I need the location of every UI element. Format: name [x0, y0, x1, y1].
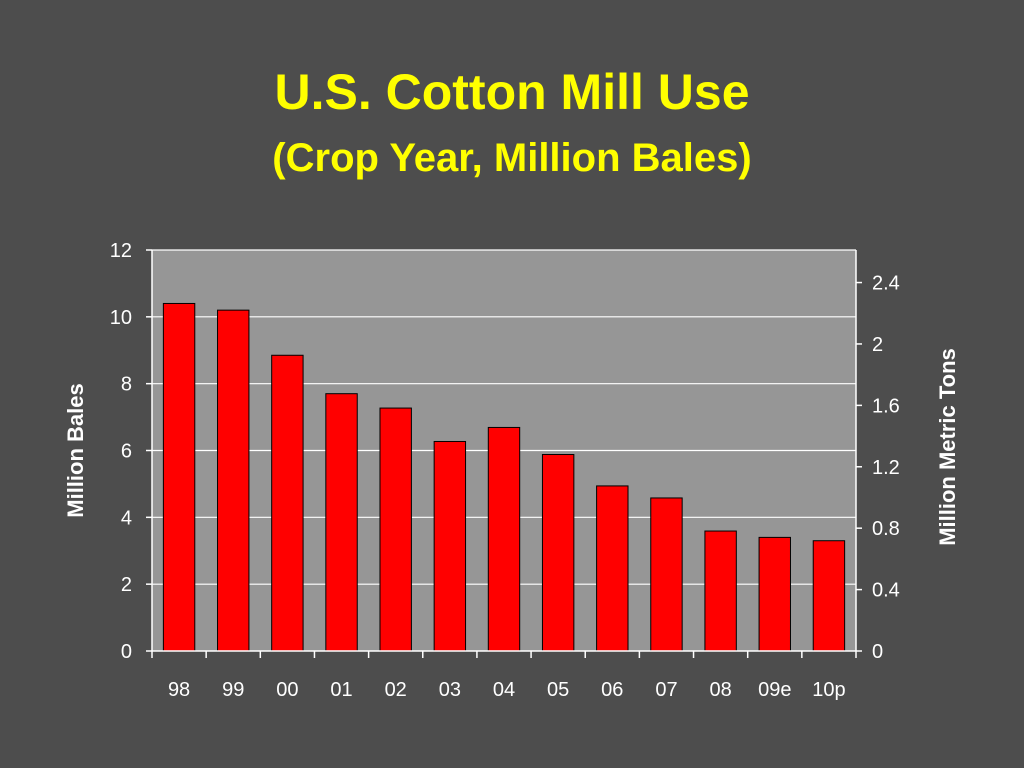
- bar-98: [162, 302, 196, 652]
- x-tick-label: 99: [222, 679, 244, 701]
- y-tick-label: 8: [121, 374, 132, 396]
- y2-tick-label: 2: [872, 334, 883, 356]
- x-tick-label: 10p: [812, 679, 845, 701]
- y2-tick-label: 0: [872, 641, 883, 663]
- x-tick-label: 01: [330, 679, 352, 701]
- bar-10p: [812, 540, 846, 652]
- y-tick-label: 10: [110, 307, 132, 329]
- bar-01: [325, 393, 358, 652]
- bars: [162, 302, 846, 652]
- bar-00: [271, 354, 304, 652]
- y2-tick-label: 1.2: [872, 457, 900, 479]
- x-tick-label: 98: [168, 679, 190, 701]
- bar-09e: [758, 536, 791, 652]
- y2-tick-label: 1.6: [872, 395, 900, 417]
- bar-06: [596, 485, 629, 652]
- x-tick-label: 00: [276, 679, 298, 701]
- x-tick-label: 09e: [758, 679, 791, 701]
- x-tick-label: 02: [385, 679, 407, 701]
- x-tick-label: 04: [493, 679, 515, 701]
- bar-02: [379, 407, 412, 652]
- chart-title: U.S. Cotton Mill Use: [274, 64, 750, 120]
- y-tick-label: 4: [121, 507, 132, 529]
- secondary-y-axis-title: Million Metric Tons: [935, 348, 960, 546]
- y-tick-label: 0: [121, 641, 132, 663]
- secondary-y-axis-ticks: 0 0.4 0.8 1.2 1.6 2 2.4: [856, 273, 900, 663]
- y-axis-title: Million Bales: [63, 383, 88, 517]
- y-tick-label: 2: [121, 574, 132, 596]
- y-tick-label: 12: [110, 240, 132, 262]
- x-tick-label: 08: [709, 679, 731, 701]
- chart-subtitle: (Crop Year, Million Bales): [272, 136, 752, 180]
- y-axis-ticks: 0 2 4 6 8 10 12: [110, 240, 152, 663]
- bar-03: [433, 440, 467, 652]
- y2-tick-label: 0.8: [872, 518, 900, 540]
- bar-04: [487, 426, 521, 652]
- x-axis-ticks: 98 99 00 01 02 03 04 05 06 07 08 09e 10p: [151, 651, 857, 701]
- bar-99: [217, 309, 250, 652]
- y2-tick-label: 2.4: [872, 273, 900, 295]
- y2-tick-label: 0.4: [872, 580, 900, 602]
- bar-08: [704, 530, 737, 652]
- gridlines: [152, 249, 856, 585]
- bar-05: [541, 454, 575, 652]
- y-tick-label: 6: [121, 441, 132, 463]
- x-tick-label: 06: [601, 679, 623, 701]
- x-tick-label: 05: [547, 679, 569, 701]
- x-tick-label: 03: [439, 679, 461, 701]
- bar-07: [650, 497, 683, 652]
- x-tick-label: 07: [655, 679, 677, 701]
